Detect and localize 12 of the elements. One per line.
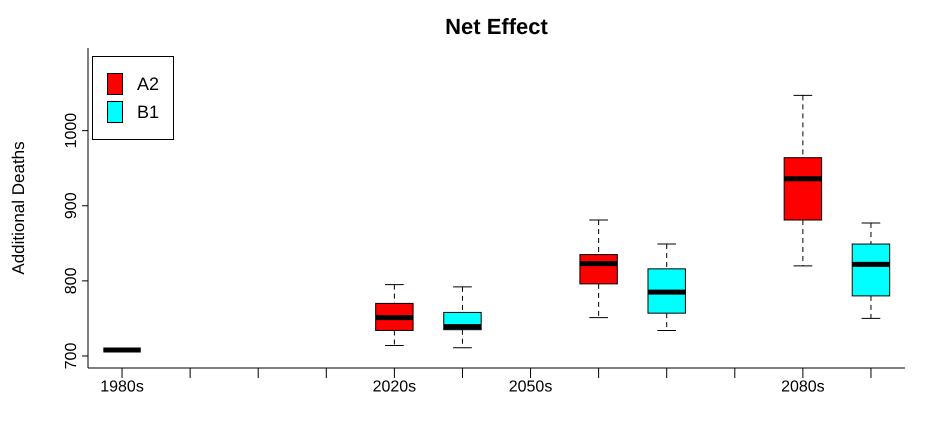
x-tick-label: 1980s	[100, 378, 144, 396]
y-tick-label: 900	[63, 192, 80, 220]
x-tick-label: 2050s	[508, 378, 552, 396]
y-tick-label: 700	[63, 342, 80, 370]
x-tick-label: 2080s	[781, 378, 825, 396]
legend-label: A2	[137, 74, 160, 94]
y-tick-label: 1000	[63, 112, 80, 148]
chart-title: Net Effect	[444, 14, 549, 40]
y-axis-title: Additional Deaths	[9, 141, 28, 275]
x-tick-label: 2020s	[372, 378, 416, 396]
y-tick-label: 800	[63, 267, 80, 294]
legend-label: B1	[137, 102, 160, 122]
